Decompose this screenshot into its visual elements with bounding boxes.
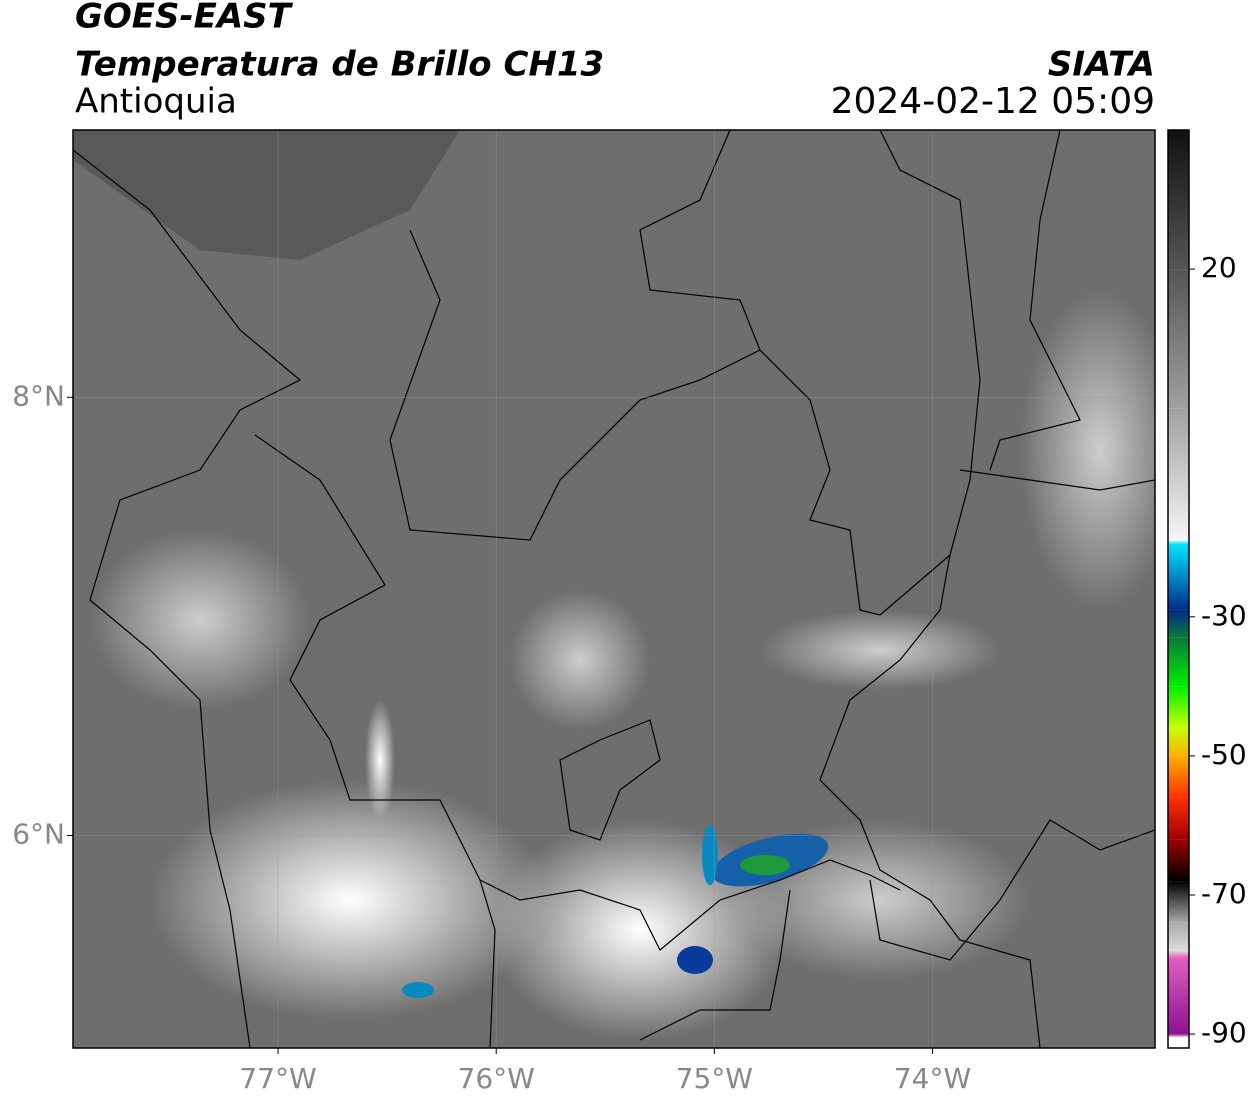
x-tick-label: 76°W: [458, 1062, 535, 1095]
cloud: [510, 590, 650, 730]
colorbar-segment: [1168, 130, 1189, 270]
region: Antioquia: [75, 82, 237, 122]
colorbar-segment: [1168, 543, 1189, 610]
map-image: [73, 130, 1155, 1048]
x-tick-label: 77°W: [239, 1062, 316, 1095]
colorbar-segment: [1168, 637, 1189, 687]
boundary: [254, 434, 496, 1048]
sea: [73, 130, 460, 260]
colorbar-segment: [1168, 1034, 1189, 1038]
cloud: [365, 700, 395, 820]
x-tick-label: 75°W: [676, 1062, 753, 1095]
colorbar-segment: [1168, 839, 1189, 882]
boundary: [869, 819, 1155, 961]
colorbar-segment: [1168, 1037, 1189, 1048]
colorbar-segment: [1168, 922, 1189, 951]
colorbar-segment: [1168, 408, 1189, 541]
boundary: [819, 554, 1041, 1048]
storm: [677, 946, 713, 974]
y-tick-label: 6°N: [12, 817, 65, 850]
storm: [740, 855, 790, 875]
map-frame: [72, 129, 1156, 1049]
colorbar-tick-label: -70: [1201, 877, 1247, 910]
boundary: [639, 889, 791, 1041]
cloud: [760, 610, 1000, 690]
colorbar-segment: [1168, 686, 1189, 729]
cloud: [90, 530, 310, 710]
boundary: [959, 469, 1155, 491]
boundary: [989, 130, 1081, 471]
storm: [402, 982, 434, 998]
colorbar-segment: [1168, 540, 1189, 544]
subtitle: Temperatura de Brillo CH13: [75, 45, 604, 85]
datetime: 2024-02-12 05:09: [831, 81, 1155, 122]
colorbar-segment: [1168, 755, 1189, 798]
colorbar-tick-label: -50: [1201, 738, 1247, 771]
colorbar-segment: [1168, 269, 1189, 409]
source: SIATA: [1048, 45, 1155, 85]
colorbar-segment: [1168, 797, 1189, 840]
colorbar-segment: [1168, 957, 1189, 1035]
cloud: [150, 780, 550, 1020]
colorbar-segment: [1168, 881, 1189, 923]
boundary: [559, 719, 661, 841]
title: GOES-EAST: [75, 0, 294, 37]
colorbar-frame: [1167, 129, 1190, 1049]
cloud: [1020, 290, 1155, 610]
colorbar-segment: [1168, 609, 1189, 638]
boundary: [759, 130, 981, 616]
colorbar-segment: [1168, 950, 1189, 958]
x-tick-label: 74°W: [894, 1062, 971, 1095]
colorbar-tick-label: -90: [1201, 1016, 1247, 1049]
y-tick-label: 8°N: [12, 379, 65, 412]
boundary: [479, 859, 901, 951]
boundary: [389, 130, 761, 541]
storm: [702, 825, 718, 885]
coastline: [73, 149, 302, 1048]
colorbar-segment: [1168, 728, 1189, 756]
colorbar-tick-label: -30: [1201, 599, 1247, 632]
colorbar-tick-label: 20: [1201, 251, 1237, 284]
